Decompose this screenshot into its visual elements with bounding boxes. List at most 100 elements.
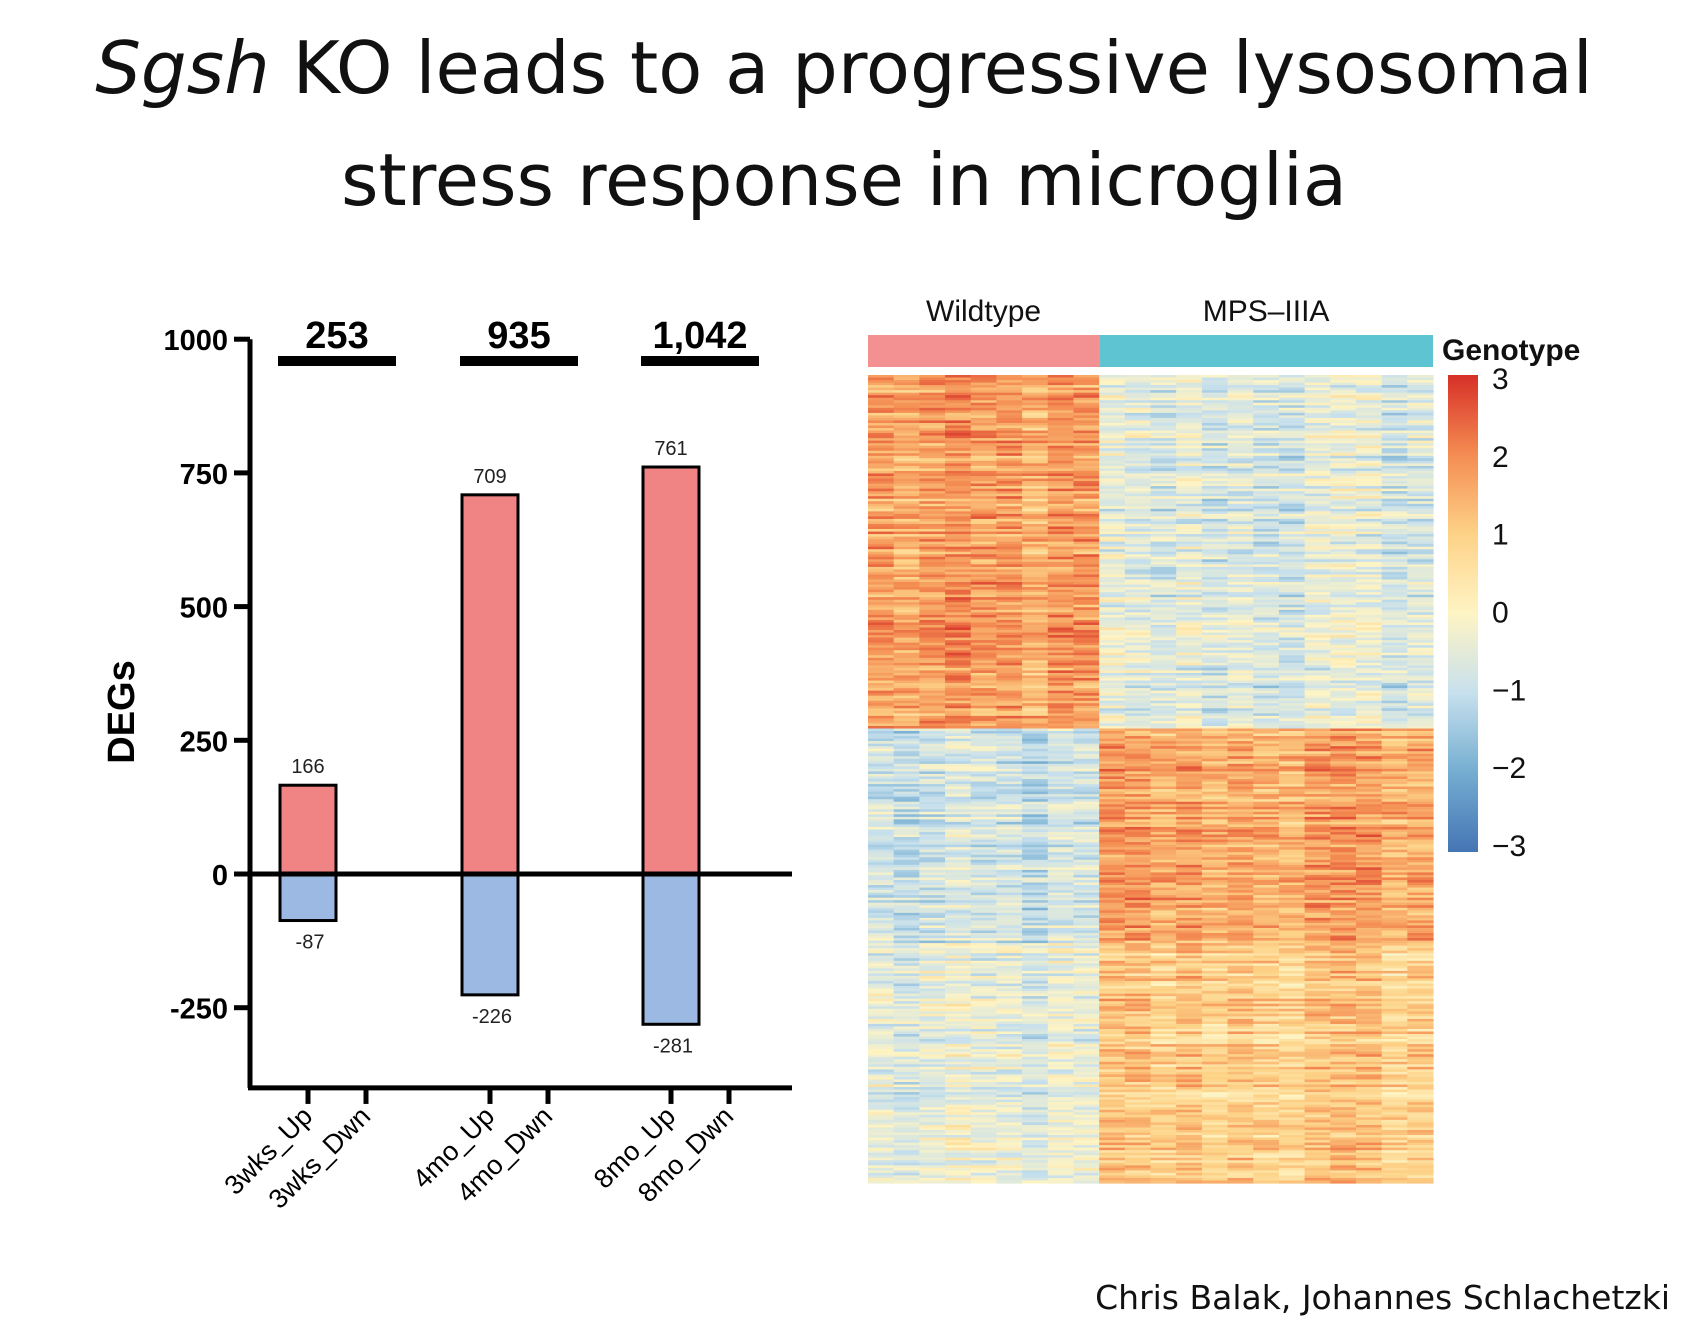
- heatmap-cell: [945, 890, 972, 894]
- heatmap-cell: [1227, 614, 1254, 619]
- heatmap-cell: [919, 541, 946, 545]
- heatmap-cell: [1330, 382, 1357, 386]
- heatmap-cell: [1022, 864, 1049, 868]
- heatmap-cell: [1407, 915, 1434, 919]
- heatmap-cell: [970, 768, 998, 773]
- heatmap-cell: [1176, 407, 1203, 411]
- heatmap-cell: [919, 614, 946, 619]
- heatmap-cell: [1047, 637, 1075, 641]
- heatmap-cell: [1150, 662, 1177, 666]
- heatmap-cell: [919, 753, 946, 757]
- heatmap-cell: [1407, 642, 1434, 646]
- heatmap-cell: [1407, 594, 1434, 598]
- heatmap-cell: [1124, 387, 1152, 391]
- heatmap-cell: [1253, 476, 1280, 480]
- heatmap-cell: [919, 748, 946, 752]
- heatmap-cell: [1227, 867, 1254, 871]
- heatmap-cell: [1253, 478, 1280, 482]
- heatmap-cell: [1176, 402, 1203, 406]
- heatmap-cell: [1150, 794, 1177, 798]
- heatmap-cell: [1304, 556, 1331, 560]
- heatmap-cell: [1304, 640, 1331, 644]
- heatmap-cell: [1278, 486, 1306, 490]
- heatmap-cell: [1227, 428, 1254, 432]
- heatmap-cell: [1073, 632, 1100, 636]
- heatmap-cell: [1304, 569, 1331, 573]
- heatmap-cell: [1407, 821, 1434, 826]
- heatmap-cell: [1330, 627, 1357, 631]
- heatmap-cell: [1381, 678, 1408, 682]
- heatmap-cell: [1047, 938, 1075, 942]
- heatmap-cell: [1022, 723, 1049, 727]
- heatmap-cell: [1278, 852, 1306, 856]
- heatmap-cell: [1330, 488, 1357, 492]
- heatmap-cell: [1278, 609, 1306, 613]
- heatmap-cell: [1176, 587, 1203, 591]
- heatmap-cell: [1381, 720, 1408, 725]
- heatmap-cell: [1330, 776, 1357, 780]
- heatmap-cell: [1407, 844, 1434, 848]
- heatmap-cell: [1330, 874, 1357, 879]
- heatmap-cell: [1073, 746, 1100, 750]
- heatmap-cell: [919, 415, 946, 419]
- heatmap-cell: [1150, 602, 1177, 606]
- heatmap-cell: [1047, 885, 1075, 889]
- heatmap-cell: [945, 534, 972, 538]
- heatmap-cell: [1022, 829, 1049, 833]
- heatmap-cell: [1253, 511, 1280, 515]
- heatmap-cell: [1253, 768, 1280, 773]
- heatmap-cell: [1201, 397, 1229, 401]
- heatmap-cell: [1355, 890, 1383, 894]
- heatmap-cell: [1047, 390, 1075, 394]
- heatmap-cell: [1201, 445, 1229, 449]
- heatmap-cell: [1330, 667, 1357, 672]
- heatmap-cell: [996, 410, 1023, 414]
- heatmap-cell: [945, 564, 972, 568]
- heatmap-cell: [1150, 604, 1177, 608]
- heatmap-cell: [1278, 819, 1306, 823]
- heatmap-cell: [919, 458, 946, 462]
- heatmap-cell: [893, 640, 920, 644]
- heatmap-cell: [1201, 395, 1229, 399]
- heatmap-cell: [1047, 895, 1075, 899]
- heatmap-cell: [1304, 794, 1331, 798]
- heatmap-cell: [1201, 650, 1229, 654]
- heatmap-cell: [1201, 920, 1229, 924]
- heatmap-cell: [1278, 582, 1306, 586]
- heatmap-cell: [970, 670, 998, 674]
- heatmap-cell: [996, 604, 1023, 608]
- heatmap-cell: [1304, 491, 1331, 495]
- heatmap-cell: [996, 483, 1023, 487]
- heatmap-cell: [1124, 624, 1152, 629]
- heatmap-cell: [1330, 655, 1357, 659]
- heatmap-cell: [1304, 731, 1331, 735]
- heatmap-cell: [1253, 844, 1280, 848]
- heatmap-cell: [945, 539, 972, 543]
- heatmap-cell: [970, 715, 998, 720]
- heatmap-cell: [1407, 377, 1434, 381]
- heatmap-cell: [1330, 713, 1357, 717]
- heatmap-cell: [945, 832, 972, 836]
- heatmap-cell: [893, 872, 920, 876]
- heatmap-cell: [1150, 862, 1177, 866]
- heatmap-cell: [1381, 645, 1408, 649]
- heatmap-cell: [1124, 665, 1152, 669]
- heatmap-cell: [1253, 491, 1280, 495]
- heatmap-cell: [1253, 655, 1280, 659]
- heatmap-cell: [1124, 915, 1152, 919]
- heatmap-cell: [1330, 821, 1357, 826]
- heatmap-cell: [919, 652, 946, 656]
- heatmap-cell: [1304, 438, 1331, 442]
- heatmap-cell: [1278, 920, 1306, 924]
- heatmap-cell: [1073, 554, 1100, 558]
- heatmap-cell: [1304, 594, 1331, 598]
- heatmap-cell: [1022, 425, 1049, 429]
- heatmap-cell: [893, 844, 920, 848]
- heatmap-cell: [970, 708, 998, 712]
- heatmap-cell: [868, 392, 895, 396]
- heatmap-cell: [1278, 725, 1306, 730]
- heatmap-cell: [1099, 892, 1126, 896]
- heatmap-cell: [919, 473, 946, 477]
- heatmap-cell: [1407, 698, 1434, 702]
- heatmap-cell: [1176, 412, 1203, 417]
